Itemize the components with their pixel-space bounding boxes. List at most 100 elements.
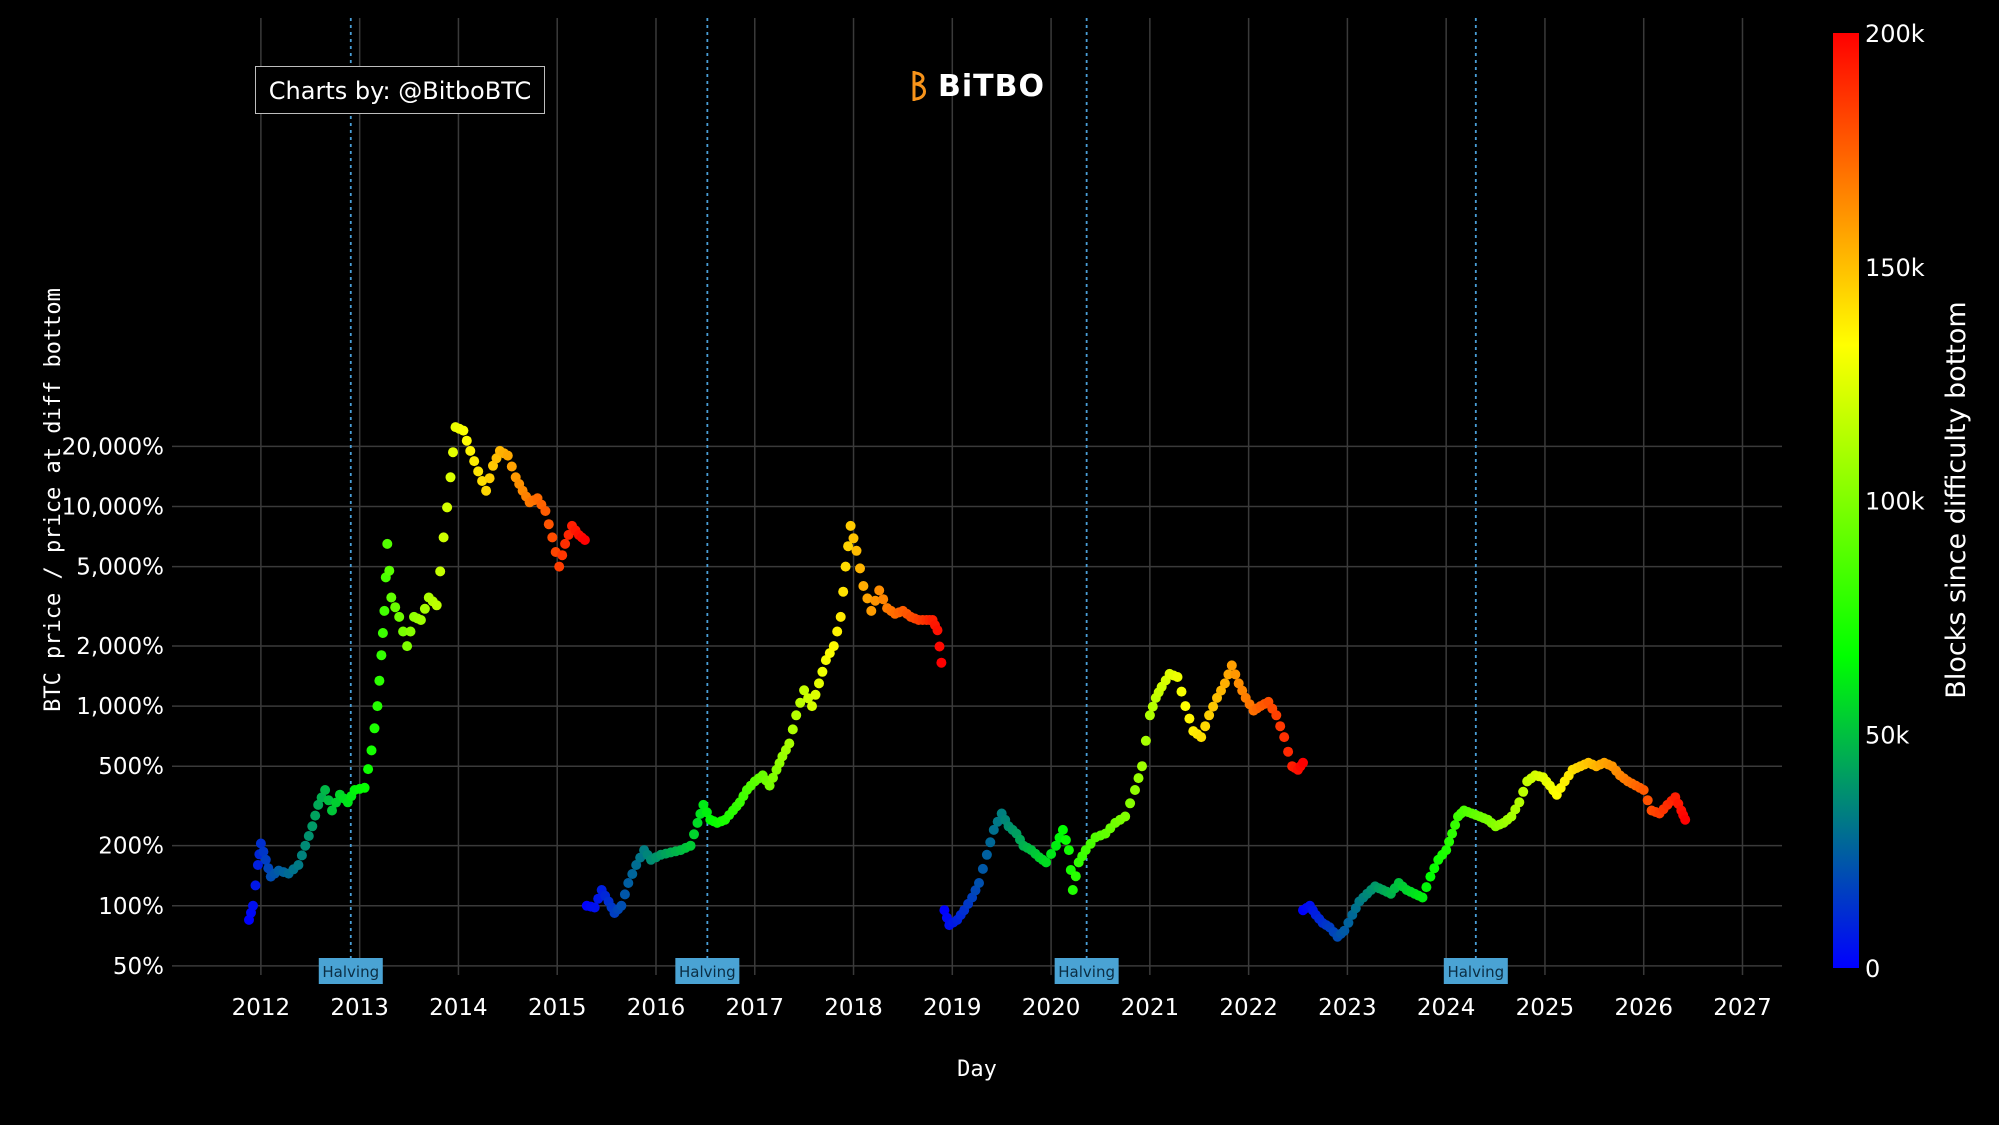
- data-point: [795, 697, 806, 708]
- data-point: [293, 860, 304, 870]
- data-point: [764, 780, 775, 791]
- data-point: [1172, 672, 1183, 682]
- data-point: [547, 532, 558, 543]
- bitbo-logo-icon: [912, 71, 926, 101]
- data-point: [1070, 871, 1081, 882]
- data-point: [1339, 925, 1350, 936]
- halving-label-box: [675, 958, 740, 984]
- data-point: [791, 710, 802, 721]
- data-point: [768, 772, 778, 783]
- data-point: [386, 592, 397, 603]
- data-point: [1133, 773, 1144, 784]
- data-point: [419, 603, 430, 614]
- data-point: [810, 689, 821, 700]
- data-point: [331, 797, 341, 808]
- x-tick-label: 2025: [1516, 995, 1575, 1021]
- data-point: [442, 502, 453, 513]
- data-point: [784, 738, 795, 749]
- data-point: [1212, 692, 1222, 703]
- halving-label: Halving: [322, 963, 379, 981]
- data-point: [828, 641, 839, 652]
- data-point: [376, 650, 387, 661]
- y-axis-ticks: 50% 100% 200% 500% 1,000% 2,000% 5,000% 10,000%…: [62, 434, 164, 979]
- data-point: [369, 723, 380, 734]
- bitbo-logo: BiTBO: [908, 64, 1045, 108]
- halving-label: Halving: [1447, 963, 1504, 981]
- data-point: [1441, 845, 1452, 856]
- data-point: [832, 626, 843, 637]
- data-point: [296, 850, 307, 861]
- data-point: [1120, 811, 1131, 822]
- data-point: [840, 561, 851, 572]
- data-point: [488, 460, 498, 471]
- colorbar-ticks: 0 50k 100k 150k 200k: [1865, 20, 1925, 983]
- data-point: [866, 605, 877, 616]
- halving-label-box: [1443, 958, 1508, 984]
- data-point: [1147, 701, 1158, 712]
- data-point: [1298, 757, 1308, 768]
- data-point: [384, 565, 395, 576]
- x-tick-label: 2026: [1614, 995, 1673, 1021]
- data-point: [878, 594, 889, 605]
- scatter-points: [244, 422, 1691, 942]
- data-point: [787, 724, 798, 735]
- data-point: [870, 595, 881, 606]
- data-point: [1638, 785, 1649, 795]
- x-tick-label: 2024: [1417, 995, 1476, 1021]
- data-point: [1041, 857, 1052, 868]
- data-point: [402, 641, 413, 652]
- data-point: [1226, 660, 1237, 671]
- colorbar-tick-label: 150k: [1865, 254, 1925, 282]
- grid-lines: [172, 18, 1782, 975]
- y-tick-label: 2,000%: [76, 634, 164, 660]
- x-tick-label: 2014: [429, 995, 488, 1021]
- data-point: [260, 854, 271, 865]
- data-point: [1057, 824, 1068, 835]
- data-point: [1200, 721, 1211, 732]
- data-point: [689, 829, 699, 840]
- data-point: [1283, 746, 1294, 757]
- x-axis-ticks: 2012 2013 2014 2015 2016 2017 2018 2019 2020 2021…: [232, 995, 1772, 1021]
- data-point: [1196, 732, 1207, 743]
- data-point: [579, 535, 590, 545]
- data-point: [359, 782, 370, 793]
- data-point: [845, 520, 856, 531]
- data-point: [377, 628, 388, 638]
- data-point: [843, 541, 854, 552]
- data-point: [540, 506, 551, 516]
- x-tick-label: 2020: [1022, 995, 1081, 1021]
- colorbar-tick-label: 50k: [1865, 721, 1910, 749]
- data-point: [936, 657, 947, 668]
- data-point: [252, 860, 263, 870]
- data-point: [1421, 882, 1432, 893]
- y-tick-label: 20,000%: [62, 434, 164, 460]
- data-point: [627, 869, 638, 879]
- credit-label: Charts by: @BitboBTC: [255, 66, 545, 114]
- data-point: [619, 889, 630, 900]
- data-point: [1518, 786, 1529, 797]
- data-point: [398, 626, 409, 637]
- data-point: [1067, 885, 1078, 895]
- data-point: [981, 849, 992, 860]
- data-point: [807, 701, 817, 712]
- data-point: [465, 445, 476, 456]
- data-point: [379, 605, 390, 616]
- data-point: [250, 880, 261, 891]
- data-point: [1275, 721, 1286, 732]
- data-point: [557, 550, 568, 561]
- data-point: [589, 902, 600, 913]
- data-point: [1271, 710, 1282, 721]
- data-point: [405, 626, 416, 637]
- data-point: [560, 538, 571, 549]
- data-point: [992, 816, 1003, 827]
- data-point: [817, 666, 828, 677]
- data-point: [258, 846, 269, 857]
- data-point: [390, 602, 401, 613]
- y-tick-label: 5,000%: [76, 555, 164, 581]
- data-point: [554, 561, 565, 572]
- data-point: [1447, 828, 1458, 839]
- data-point: [1219, 678, 1230, 689]
- data-point: [855, 563, 865, 574]
- data-point: [438, 532, 449, 543]
